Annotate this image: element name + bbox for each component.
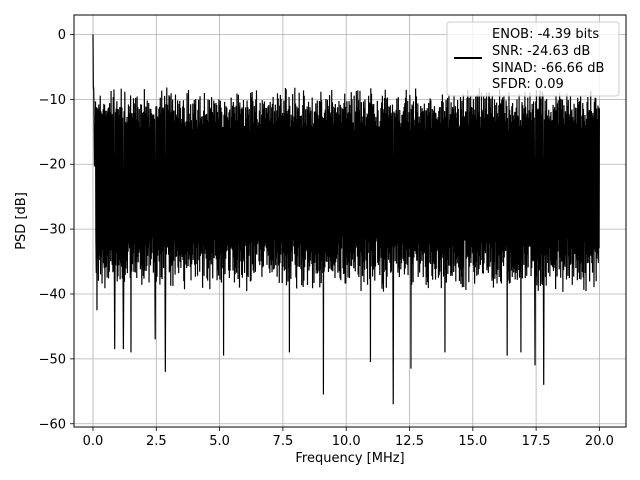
psd-trace bbox=[92, 34, 601, 405]
x-tick-label: 2.5 bbox=[146, 434, 167, 449]
x-tick-label: 15.0 bbox=[458, 434, 487, 449]
y-tick-label: −30 bbox=[39, 223, 66, 238]
x-axis-ticks: 0.0 2.5 5.0 7.5 10.0 12.5 15.0 17.5 20.0 bbox=[83, 427, 614, 449]
y-tick-label: 0 bbox=[58, 28, 66, 43]
x-tick-label: 10.0 bbox=[332, 434, 361, 449]
y-tick-label: −20 bbox=[39, 158, 66, 173]
x-tick-label: 5.0 bbox=[209, 434, 230, 449]
y-axis-ticks: 0 −10 −20 −30 −40 −50 −60 bbox=[39, 28, 74, 432]
plot-frame bbox=[73, 14, 627, 428]
x-tick-label: 17.5 bbox=[522, 434, 551, 449]
legend: ENOB: -4.39 bits SNR: -24.63 dB SINAD: -… bbox=[446, 21, 620, 97]
legend-box bbox=[446, 21, 620, 97]
x-tick-label: 7.5 bbox=[273, 434, 294, 449]
x-tick-label: 12.5 bbox=[395, 434, 424, 449]
legend-line-sinad: SINAD: -66.66 dB bbox=[492, 61, 604, 76]
legend-line-snr: SNR: -24.63 dB bbox=[492, 44, 590, 59]
y-tick-label: −50 bbox=[39, 352, 66, 367]
legend-line-enob: ENOB: -4.39 bits bbox=[492, 27, 599, 42]
y-tick-label: −10 bbox=[39, 93, 66, 108]
y-tick-label: −60 bbox=[39, 417, 66, 432]
y-axis-label: PSD [dB] bbox=[14, 192, 29, 250]
x-tick-label: 0.0 bbox=[83, 434, 104, 449]
legend-line-sfdr: SFDR: 0.09 bbox=[492, 77, 564, 92]
x-axis-label: Frequency [MHz] bbox=[295, 451, 404, 466]
y-tick-label: −40 bbox=[39, 287, 66, 302]
series-psd bbox=[92, 34, 601, 405]
x-tick-label: 20.0 bbox=[585, 434, 614, 449]
